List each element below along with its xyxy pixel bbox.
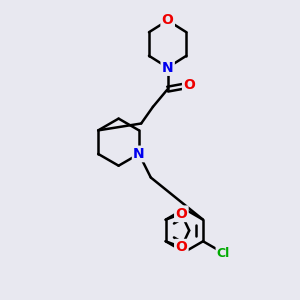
- Text: N: N: [133, 147, 145, 161]
- Text: O: O: [183, 78, 195, 92]
- Text: O: O: [176, 240, 187, 254]
- Text: N: N: [162, 61, 173, 75]
- Text: O: O: [176, 207, 187, 221]
- Text: Cl: Cl: [217, 247, 230, 260]
- Text: O: O: [162, 14, 174, 27]
